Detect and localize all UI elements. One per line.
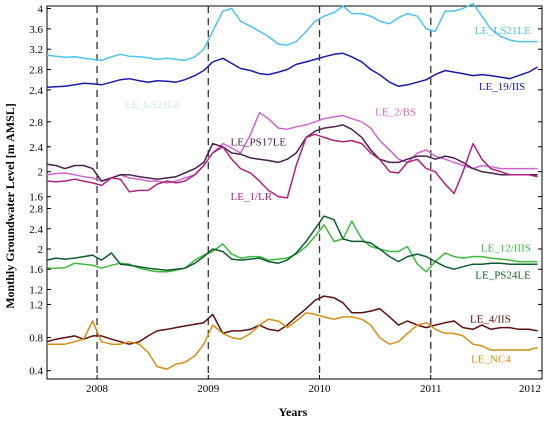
plot-frame (46, 5, 543, 380)
watermark-label: LE_LS21LE (125, 99, 181, 111)
y-tick-label: 0.4 (29, 366, 43, 378)
series-label-le-ps17le: LE_PS17LE (231, 137, 287, 149)
y-tick-label: 2 (38, 244, 44, 256)
y-tick-label: 2.8 (29, 117, 43, 129)
series-label-le-2-bs: LE_2/BS (375, 107, 416, 119)
y-axis-title: Monthly Groundwater Level [m AMSL] (3, 103, 17, 309)
x-tick-label: 2011 (420, 383, 442, 395)
y-tick-label: 1.2 (29, 284, 43, 296)
y-tick-label: 1.6 (29, 264, 43, 276)
series-line-le-nc4 (47, 311, 538, 370)
x-axis-title: Years (279, 405, 308, 419)
y-tick-label: 4 (38, 4, 44, 16)
x-tick-label: 2012 (519, 383, 541, 395)
y-tick-label: 2.8 (29, 65, 43, 77)
series-line-le-ls21le (46, 2, 538, 62)
series-label-le-ps24le: LE_PS24LE (475, 269, 531, 281)
series-line-le-ps17le (46, 124, 538, 182)
series-label-layer: LE_LS21LE LE_19/IIS LE_2/BS LE_PS17LE LE_1/L… (125, 25, 531, 365)
series-label-le-19-iis: LE_19/IIS (479, 81, 525, 93)
x-tick-layer: 2008 2009 2010 2011 2012 (86, 375, 543, 395)
series-label-le-4-iis: LE_4/IIS (470, 314, 511, 326)
series-line-le-1-lr (46, 133, 538, 199)
x-tick-label: 2010 (309, 383, 332, 395)
y-tick-label: 1.6 (29, 192, 43, 204)
series-label-le-ls21le: LE_LS21LE (475, 25, 531, 37)
y-tick-label: 3.2 (29, 44, 43, 56)
series-line-le-2-bs (46, 111, 538, 184)
series-layer (46, 2, 538, 370)
x-tick-label: 2008 (86, 383, 109, 395)
series-line-le-ps24le (46, 215, 538, 271)
series-line-le-4-iis (46, 295, 538, 345)
x-tick-label: 2009 (197, 383, 220, 395)
y-tick-label: 2.4 (29, 224, 43, 236)
y-tick-label: 3.6 (29, 24, 43, 36)
series-label-le-12-iiis: LE_12/IIIS (481, 243, 531, 255)
y-tick-label: 2 (38, 167, 44, 179)
y-tick-label: 2.4 (29, 85, 43, 97)
y-tick-label: 2.8 (29, 204, 43, 216)
year-marker-lines (96, 6, 432, 379)
series-label-le-nc4: LE_NC4 (471, 353, 511, 365)
y-tick-label: 1.2 (29, 299, 43, 311)
series-line-le-19-iis (46, 52, 538, 89)
y-tick-label: 2.4 (29, 142, 43, 154)
series-label-le-1-lr: LE_1/LR (231, 191, 273, 203)
y-tick-layer: 2.4 2.8 3.2 3.6 4 1.6 2 2.4 2.8 1.2 1.6 2 2.4 2.8 0.4 0… (29, 4, 542, 378)
y-tick-label: 0.8 (29, 333, 43, 345)
